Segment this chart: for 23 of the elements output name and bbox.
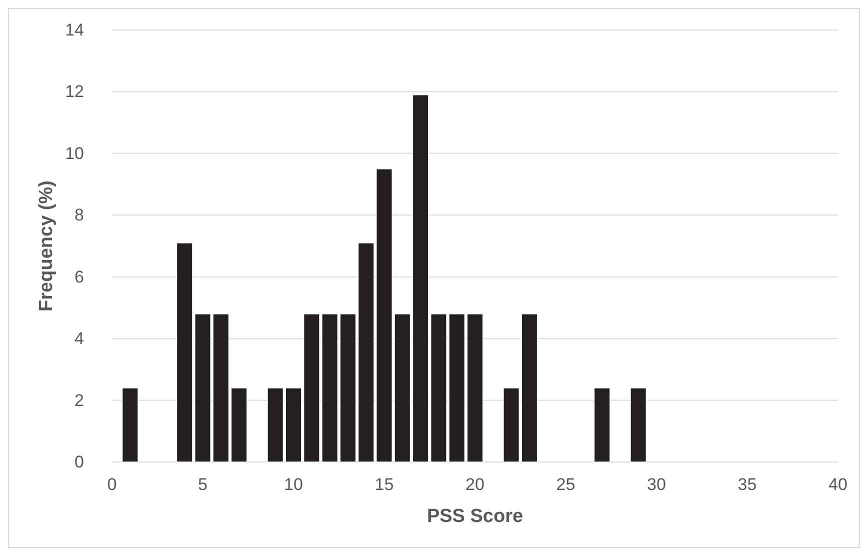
x-tick-label: 35 [738, 475, 757, 494]
x-tick-label: 5 [198, 475, 208, 494]
bar [594, 388, 610, 462]
bar [122, 388, 138, 462]
x-tick-label: 10 [284, 475, 303, 494]
x-tick-label: 20 [466, 475, 484, 494]
x-tick-label: 40 [828, 475, 848, 494]
y-tick-label: 4 [74, 329, 84, 348]
x-tick-label: 0 [107, 475, 117, 494]
y-tick-label: 8 [74, 206, 84, 225]
y-axis-title: Frequency (%) [36, 180, 57, 312]
bar [630, 388, 647, 462]
y-tick-label: 6 [74, 267, 84, 286]
y-tick-label: 14 [65, 20, 84, 40]
x-axis-title: PSS Score [426, 506, 524, 527]
x-tick-label: 25 [556, 475, 576, 494]
y-tick-label: 2 [74, 390, 84, 410]
x-tick-label: 15 [374, 475, 394, 494]
y-tick-label: 10 [65, 144, 84, 163]
y-tick-label: 12 [65, 82, 84, 102]
x-tick-label: 30 [647, 475, 666, 494]
y-tick-label: 0 [74, 452, 84, 472]
bar [230, 388, 248, 462]
